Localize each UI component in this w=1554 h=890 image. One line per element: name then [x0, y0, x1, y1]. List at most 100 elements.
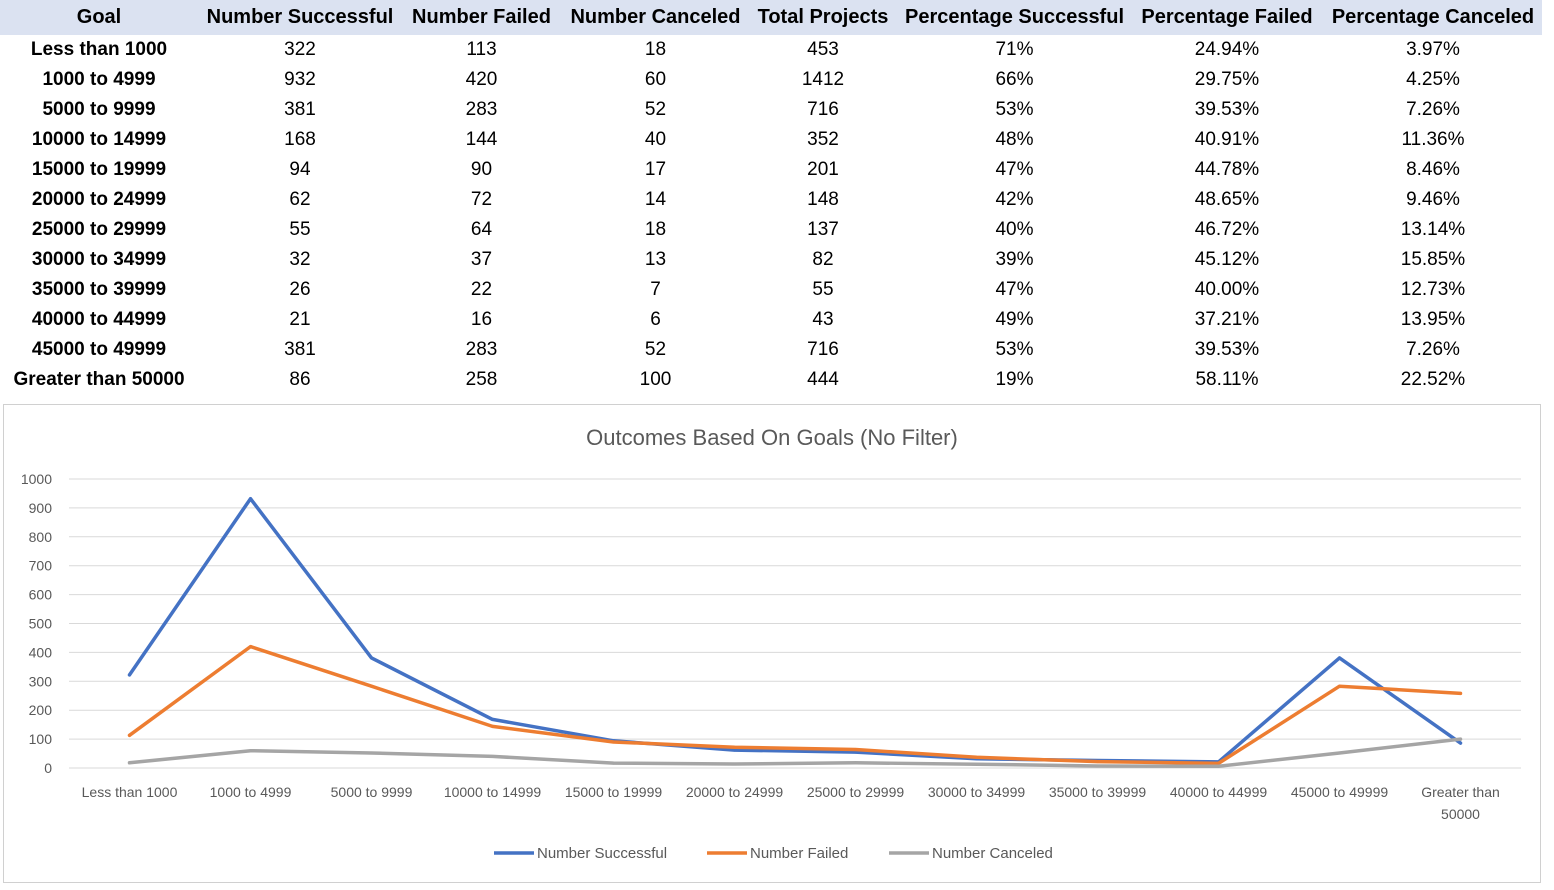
cell-number-failed[interactable]: 16 — [470, 309, 493, 330]
series-line-number-canceled[interactable] — [127, 737, 1463, 769]
cell-percentage-failed[interactable]: 39.53% — [1194, 339, 1260, 360]
cell-percentage-canceled[interactable]: 7.26% — [1406, 339, 1460, 360]
data-point[interactable] — [975, 755, 978, 759]
cell-number-failed[interactable]: 283 — [465, 339, 498, 360]
data-point[interactable] — [128, 761, 131, 765]
cell-percentage-canceled[interactable]: 3.97% — [1406, 39, 1460, 60]
cell-percentage-failed[interactable]: 44.78% — [1194, 159, 1260, 180]
cell-percentage-failed[interactable]: 58.11% — [1195, 369, 1259, 390]
data-point[interactable] — [975, 762, 978, 766]
cell-percentage-successful[interactable]: 47% — [995, 279, 1034, 300]
data-point[interactable] — [612, 740, 615, 744]
data-point[interactable] — [128, 673, 131, 677]
cell-goal[interactable]: Less than 1000 — [30, 39, 168, 60]
cell-percentage-successful[interactable]: 47% — [995, 159, 1034, 180]
cell-percentage-failed[interactable]: 29.75% — [1194, 69, 1260, 90]
cell-percentage-successful[interactable]: 53% — [995, 99, 1034, 120]
cell-number-successful[interactable]: 55 — [289, 219, 311, 240]
cell-total-projects[interactable]: 201 — [807, 159, 839, 180]
data-point[interactable] — [370, 656, 373, 660]
data-point[interactable] — [733, 745, 736, 749]
data-point[interactable] — [249, 497, 252, 501]
cell-percentage-canceled[interactable]: 13.95% — [1400, 309, 1466, 330]
cell-percentage-failed[interactable]: 48.65% — [1194, 189, 1260, 210]
cell-goal[interactable]: 15000 to 19999 — [31, 159, 167, 180]
cell-number-failed[interactable]: 420 — [465, 69, 498, 90]
cell-percentage-successful[interactable]: 42% — [995, 189, 1034, 210]
cell-goal[interactable]: 5000 to 9999 — [42, 99, 156, 120]
data-point[interactable] — [1217, 764, 1220, 768]
data-point[interactable] — [249, 645, 252, 649]
data-point[interactable] — [128, 733, 131, 737]
legend-label[interactable]: Number Canceled — [932, 845, 1053, 862]
data-point[interactable] — [491, 754, 494, 758]
cell-number-successful[interactable]: 26 — [289, 279, 311, 300]
column-header-percentage-failed[interactable]: Percentage Failed — [1141, 6, 1313, 28]
cell-number-canceled[interactable]: 17 — [644, 159, 667, 180]
data-point[interactable] — [854, 750, 857, 754]
cell-percentage-failed[interactable]: 40.91% — [1194, 129, 1260, 150]
cell-number-failed[interactable]: 258 — [465, 369, 498, 390]
cell-total-projects[interactable]: 716 — [807, 339, 839, 360]
data-point[interactable] — [1096, 760, 1099, 764]
cell-percentage-canceled[interactable]: 22.52% — [1400, 369, 1466, 390]
cell-number-failed[interactable]: 144 — [465, 129, 498, 150]
cell-number-canceled[interactable]: 60 — [644, 69, 667, 90]
cell-number-canceled[interactable]: 100 — [639, 369, 672, 390]
cell-total-projects[interactable]: 43 — [812, 309, 834, 330]
cell-percentage-canceled[interactable]: 11.36% — [1401, 129, 1465, 150]
column-header-number-canceled[interactable]: Number Canceled — [570, 6, 741, 28]
cell-percentage-successful[interactable]: 49% — [995, 309, 1034, 330]
cell-percentage-canceled[interactable]: 9.46% — [1406, 189, 1460, 210]
cell-number-canceled[interactable]: 52 — [644, 339, 667, 360]
cell-number-canceled[interactable]: 6 — [650, 309, 661, 330]
cell-percentage-successful[interactable]: 19% — [995, 369, 1034, 390]
cell-percentage-canceled[interactable]: 4.25% — [1406, 69, 1460, 90]
cell-percentage-failed[interactable]: 37.21% — [1194, 309, 1260, 330]
data-point[interactable] — [1459, 741, 1462, 745]
cell-number-successful[interactable]: 381 — [284, 339, 316, 360]
cell-percentage-canceled[interactable]: 8.46% — [1406, 159, 1460, 180]
cell-total-projects[interactable]: 137 — [807, 219, 839, 240]
column-header-number-successful[interactable]: Number Successful — [206, 6, 394, 28]
data-point[interactable] — [1338, 751, 1341, 755]
data-point[interactable] — [1338, 656, 1341, 660]
cell-percentage-successful[interactable]: 40% — [995, 219, 1034, 240]
cell-number-canceled[interactable]: 52 — [644, 99, 667, 120]
column-header-total-projects[interactable]: Total Projects — [757, 6, 889, 28]
column-header-number-failed[interactable]: Number Failed — [412, 6, 551, 28]
data-point[interactable] — [733, 748, 736, 752]
cell-number-successful[interactable]: 32 — [289, 249, 311, 270]
data-point[interactable] — [733, 762, 736, 766]
data-point[interactable] — [1096, 764, 1099, 768]
cell-goal[interactable]: 45000 to 49999 — [31, 339, 167, 360]
cell-goal[interactable]: 40000 to 44999 — [31, 309, 167, 330]
cell-goal[interactable]: 20000 to 24999 — [31, 189, 167, 210]
cell-number-canceled[interactable]: 18 — [644, 219, 667, 240]
cell-total-projects[interactable]: 82 — [812, 249, 834, 270]
data-point[interactable] — [491, 717, 494, 721]
series-line-number-successful[interactable] — [127, 496, 1463, 764]
legend-label[interactable]: Number Failed — [750, 845, 848, 862]
column-header-percentage-successful[interactable]: Percentage Successful — [905, 6, 1124, 28]
cell-total-projects[interactable]: 352 — [807, 129, 839, 150]
data-point[interactable] — [491, 724, 494, 728]
cell-total-projects[interactable]: 55 — [812, 279, 834, 300]
data-point[interactable] — [1338, 684, 1341, 688]
cell-number-successful[interactable]: 322 — [284, 39, 316, 60]
data-point[interactable] — [1459, 737, 1462, 741]
cell-percentage-canceled[interactable]: 15.85% — [1400, 249, 1466, 270]
data-point[interactable] — [370, 684, 373, 688]
cell-number-successful[interactable]: 168 — [284, 129, 316, 150]
cell-number-failed[interactable]: 37 — [470, 249, 493, 270]
cell-percentage-successful[interactable]: 71% — [995, 39, 1034, 60]
cell-number-failed[interactable]: 64 — [470, 219, 493, 240]
cell-goal[interactable]: 1000 to 4999 — [42, 69, 156, 90]
cell-goal[interactable]: 30000 to 34999 — [31, 249, 167, 270]
cell-percentage-successful[interactable]: 48% — [995, 129, 1034, 150]
cell-number-failed[interactable]: 113 — [466, 39, 497, 60]
legend-label[interactable]: Number Successful — [537, 845, 667, 862]
cell-percentage-failed[interactable]: 40.00% — [1194, 279, 1260, 300]
cell-goal[interactable]: Greater than 50000 — [13, 369, 185, 390]
cell-goal[interactable]: 10000 to 14999 — [31, 129, 167, 150]
